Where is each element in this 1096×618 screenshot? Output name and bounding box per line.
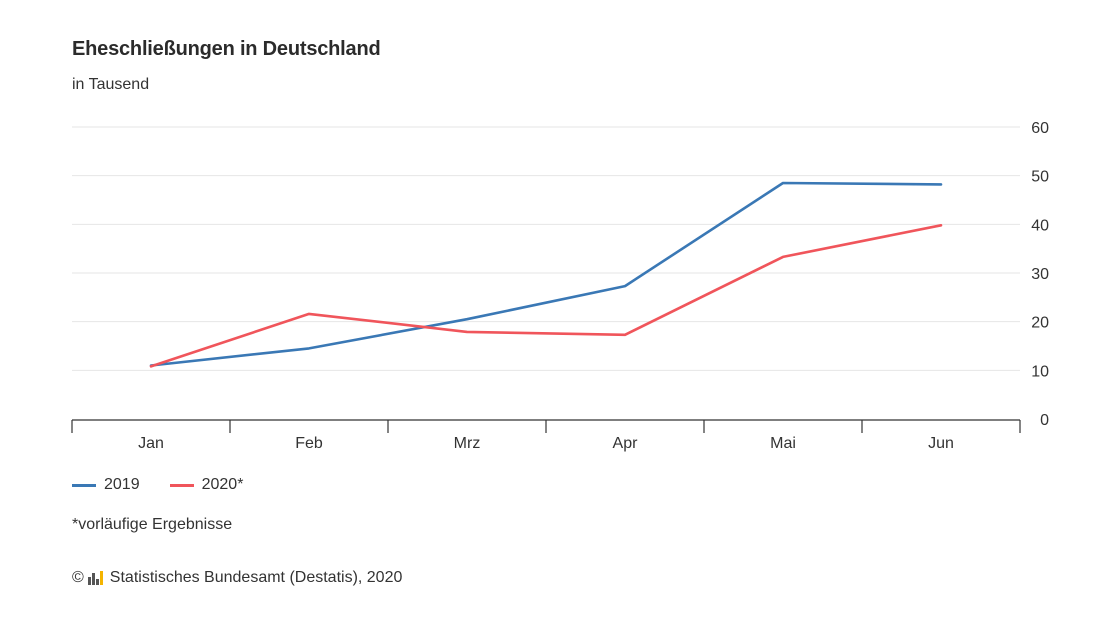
series-line-0: [149, 181, 943, 367]
legend-swatch-2020: [169, 483, 194, 487]
x-tick-label: Feb: [295, 435, 323, 452]
legend-swatch-2019: [72, 483, 96, 487]
x-axis: [71, 419, 1021, 433]
series-lines: [149, 181, 943, 368]
destatis-logo-icon: [87, 571, 104, 585]
legend-item-2020: 2020*: [169, 476, 244, 494]
series-line-1: [149, 224, 943, 368]
legend-label-2019: 2019: [104, 476, 140, 493]
legend-label-2020: 2020*: [201, 476, 244, 493]
y-tick-label: 10: [1031, 363, 1049, 380]
y-tick-label: 60: [1031, 120, 1049, 137]
x-tick-label: Jan: [138, 435, 164, 452]
footnote: *vorläufige Ergebnisse: [72, 516, 233, 533]
y-tick-label: 40: [1031, 217, 1049, 234]
legend-item-2019: 2019: [72, 476, 140, 494]
y-tick-label: 20: [1031, 315, 1049, 332]
x-tick-label: Jun: [928, 435, 954, 452]
y-tick-label: 50: [1031, 169, 1049, 186]
chart-subtitle: in Tausend: [72, 76, 150, 93]
legend: 2019 2020*: [72, 476, 273, 494]
gridlines: [72, 126, 1020, 371]
x-tick-label: Mrz: [454, 435, 481, 452]
source-line: © Statistisches Bundesamt (Destatis), 20…: [72, 569, 402, 587]
x-tick-label: Mai: [770, 435, 796, 452]
source-text: Statistisches Bundesamt (Destatis), 2020: [109, 569, 403, 586]
copyright-symbol: ©: [72, 569, 84, 586]
chart-title: Eheschließungen in Deutschland: [72, 38, 381, 60]
x-tick-label: Apr: [613, 435, 639, 452]
x-axis-labels: Jan Feb Mrz Apr Mai Jun: [138, 435, 954, 452]
y-tick-label: 0: [1040, 412, 1049, 429]
y-axis: 0 10 20 30 40 50 60: [1031, 120, 1049, 429]
y-tick-label: 30: [1031, 266, 1049, 283]
